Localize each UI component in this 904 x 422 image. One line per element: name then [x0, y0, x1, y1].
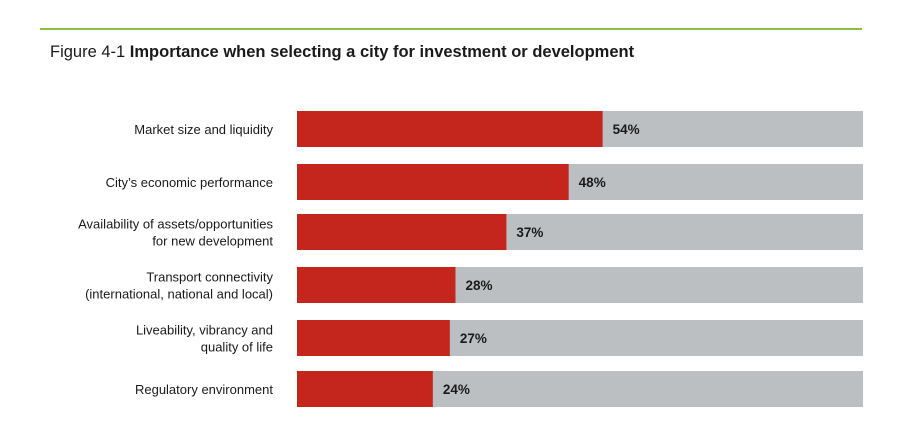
category-label: quality of life [201, 340, 273, 355]
bar [297, 164, 569, 200]
bar-row: 28% Transport connectivity (international,… [85, 267, 863, 303]
category-label: Transport connectivity [146, 270, 273, 285]
bar-row: 48% City’s economic performance [106, 164, 863, 200]
value-label: 27% [460, 331, 487, 346]
category-label: City’s economic performance [106, 175, 273, 190]
category-label: Regulatory environment [135, 382, 273, 397]
value-label: 28% [465, 278, 492, 293]
category-label: Market size and liquidity [134, 122, 273, 137]
bar [297, 320, 450, 356]
category-label: Liveability, vibrancy and [136, 323, 273, 338]
bar-row: 27% Liveability, vibrancy and quality of l… [136, 320, 863, 356]
bar [297, 267, 456, 303]
category-label: Availability of assets/opportunities [78, 217, 273, 232]
value-label: 24% [443, 382, 470, 397]
category-label: for new development [152, 234, 273, 249]
top-rule [40, 28, 862, 30]
bar [297, 214, 507, 250]
value-label: 37% [516, 225, 543, 240]
category-label: (international, national and local) [85, 287, 273, 302]
value-label: 48% [579, 175, 606, 190]
bar [297, 371, 433, 407]
bar-row: 24% Regulatory environment [135, 371, 863, 407]
figure-title: Figure 4-1 Importance when selecting a c… [50, 43, 634, 62]
figure-number: Figure 4-1 [50, 43, 126, 61]
figure-title-text: Importance when selecting a city for inv… [129, 43, 635, 61]
bar [297, 111, 603, 147]
value-label: 54% [613, 122, 640, 137]
bar-row: 54% Market size and liquidity [134, 111, 863, 147]
bar-row: 37% Availability of assets/opportunities f… [78, 214, 863, 250]
